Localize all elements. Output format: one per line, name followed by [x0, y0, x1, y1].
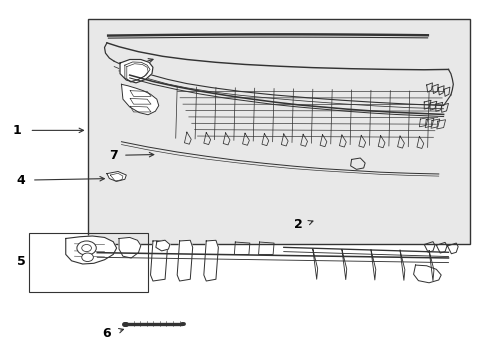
Polygon shape — [66, 236, 117, 264]
Polygon shape — [119, 238, 141, 258]
Polygon shape — [107, 171, 126, 181]
Text: 1: 1 — [13, 124, 22, 137]
Polygon shape — [122, 84, 159, 115]
Circle shape — [82, 244, 92, 252]
Text: 2: 2 — [294, 218, 303, 231]
Polygon shape — [150, 240, 168, 281]
Circle shape — [82, 253, 94, 261]
Text: 6: 6 — [102, 327, 111, 339]
Bar — [29, 233, 148, 292]
Text: 7: 7 — [109, 149, 118, 162]
Text: 5: 5 — [17, 255, 25, 268]
Text: 4: 4 — [17, 174, 25, 186]
Bar — [88, 19, 470, 244]
Polygon shape — [204, 240, 219, 281]
Polygon shape — [177, 240, 193, 281]
Circle shape — [77, 241, 96, 255]
Text: 3: 3 — [117, 62, 126, 75]
Polygon shape — [156, 240, 170, 251]
Polygon shape — [120, 59, 153, 83]
